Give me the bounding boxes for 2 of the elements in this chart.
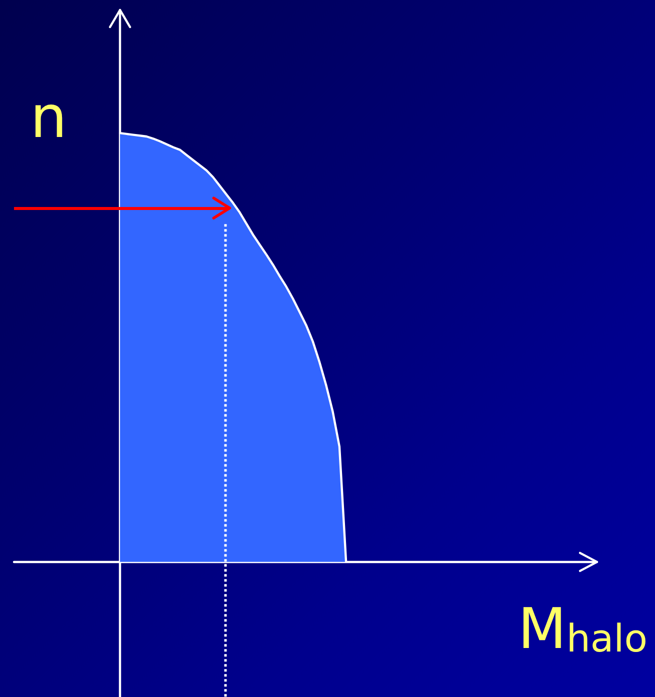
x-axis-title: Mhalo <box>518 597 648 662</box>
y-axis-title: n <box>30 82 68 151</box>
